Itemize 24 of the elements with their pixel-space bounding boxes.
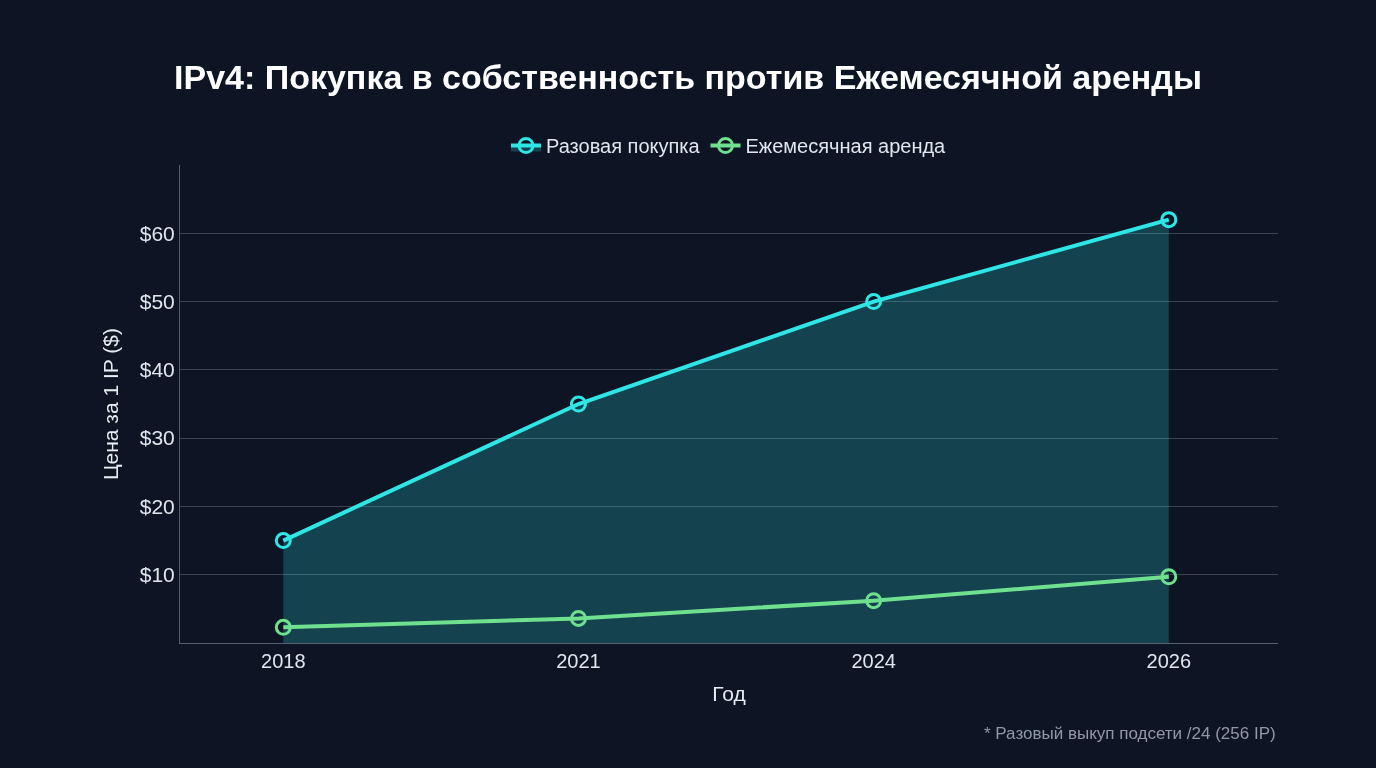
point bbox=[1160, 211, 1178, 229]
x-tick-label: 2021 bbox=[556, 650, 601, 672]
x-tick-label: 2024 bbox=[851, 650, 896, 672]
legend-label: Разовая покупка bbox=[546, 135, 701, 158]
point bbox=[865, 592, 883, 610]
point bbox=[274, 618, 292, 636]
point bbox=[569, 609, 587, 627]
x-tick-label: 2018 bbox=[261, 650, 306, 672]
point bbox=[569, 395, 587, 413]
y-tick-label: $30 bbox=[139, 426, 175, 450]
x-tick-label: 2026 bbox=[1146, 650, 1192, 672]
y-tick-label: $10 bbox=[139, 563, 175, 587]
y-tick-label: $40 bbox=[139, 358, 175, 382]
y-axis-title: Цена за 1 IP ($) bbox=[98, 328, 122, 480]
chart-title: IPv4: Покупка в собственность против Ежемесячной аренды bbox=[174, 57, 1202, 96]
legend-label: Ежемесячная аренда bbox=[745, 135, 947, 158]
x-axis-title: Год bbox=[712, 682, 746, 706]
point bbox=[274, 532, 292, 550]
y-tick-label: $20 bbox=[139, 494, 175, 518]
point bbox=[865, 293, 883, 311]
point bbox=[1160, 568, 1178, 586]
y-tick-label: $60 bbox=[139, 221, 175, 245]
text: * Разовый выкуп подсети /24 (256 IP) bbox=[984, 724, 1276, 743]
y-tick-label: $50 bbox=[139, 289, 175, 313]
